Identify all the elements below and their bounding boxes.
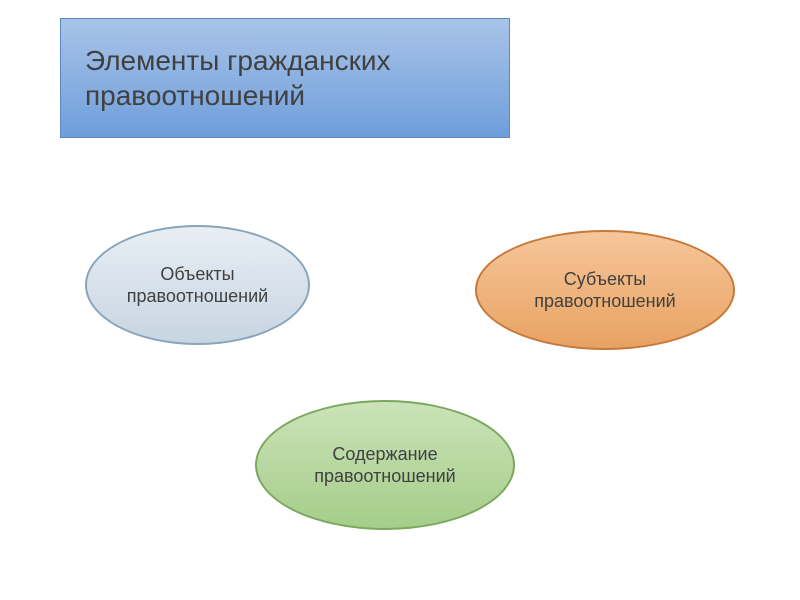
ellipse-objects-label: Объекты правоотношений bbox=[109, 263, 286, 308]
ellipse-subjects-label: Субъекты правоотношений bbox=[499, 268, 711, 313]
title-box: Элементы гражданских правоотношений bbox=[60, 18, 510, 138]
ellipse-content: Содержание правоотношений bbox=[255, 400, 515, 530]
title-text: Элементы гражданских правоотношений bbox=[85, 43, 485, 113]
ellipse-subjects: Субъекты правоотношений bbox=[475, 230, 735, 350]
ellipse-objects: Объекты правоотношений bbox=[85, 225, 310, 345]
ellipse-content-label: Содержание правоотношений bbox=[279, 443, 491, 488]
